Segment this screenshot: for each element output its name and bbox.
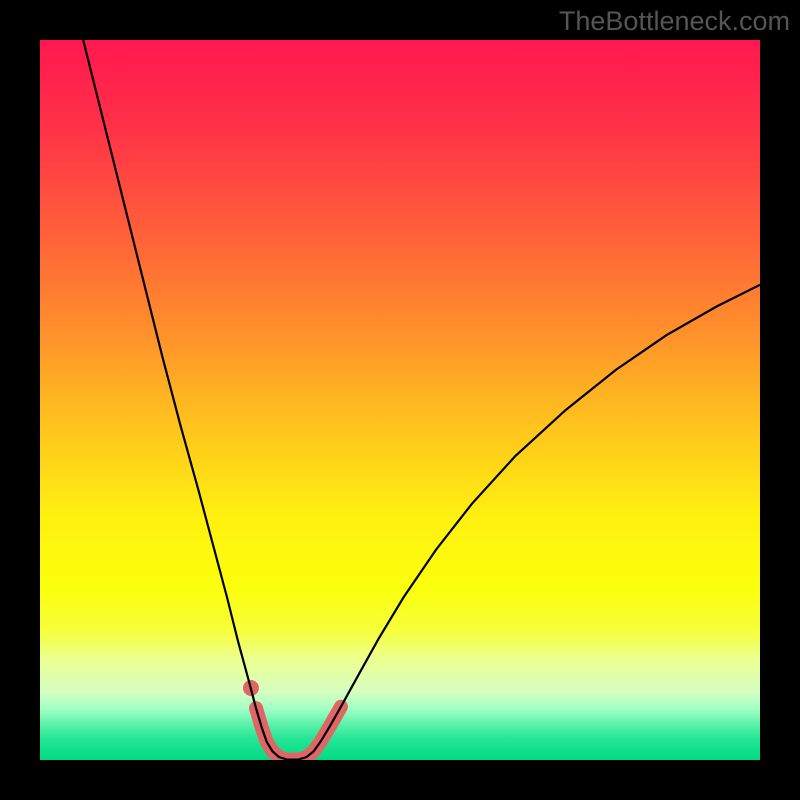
highlight-segment (256, 707, 341, 760)
bottleneck-curve-svg (40, 40, 760, 760)
bottleneck-curve (83, 40, 760, 760)
chart-stage: TheBottleneck.com (0, 0, 800, 800)
plot-area (40, 40, 760, 760)
watermark-text: TheBottleneck.com (559, 6, 790, 37)
